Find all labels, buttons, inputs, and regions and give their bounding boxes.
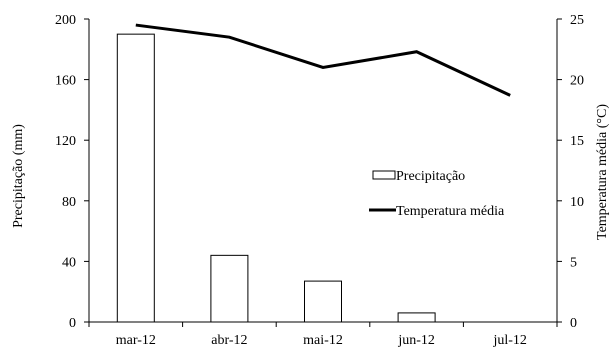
left-y-tick-label: 0: [69, 316, 76, 331]
temperature-line: [135, 23, 511, 97]
bars-layer: [116, 33, 436, 323]
left-y-tick-label: 120: [55, 134, 76, 149]
x-tick-label: mai-12: [303, 333, 343, 348]
precipitation-bar: [304, 280, 342, 323]
right-y-tick-label: 15: [570, 134, 584, 149]
x-tick-label: jun-12: [397, 333, 435, 348]
right-y-tick-label: 0: [570, 316, 577, 331]
right-y-tick-label: 10: [570, 195, 584, 210]
axes-layer: [88, 19, 558, 323]
left-y-tick-label: 160: [55, 74, 76, 89]
legend-temperature-label: Temperatura média: [396, 204, 505, 219]
left-y-tick-label: 40: [62, 255, 76, 270]
precipitation-bar: [116, 33, 155, 323]
legend-precipitation-label: Precipitação: [396, 169, 465, 184]
ticks-layer: 0 40 80 120 160 200 0 5 10 15 20 25 mar-12 abr-12 mai-…: [55, 13, 584, 348]
line-layer: [135, 23, 511, 97]
left-axis-title: Precipitação (mm): [11, 124, 26, 228]
left-y-tick-label: 80: [62, 195, 76, 210]
x-tick-label: mar-12: [116, 333, 156, 348]
right-y-tick-label: 5: [570, 255, 577, 270]
x-tick-label: jul-12: [492, 333, 526, 348]
precipitation-bar: [397, 312, 436, 323]
left-y-tick-label: 200: [55, 13, 76, 28]
right-axis-title: Temperatura média (°C): [595, 104, 610, 240]
legend: Precipitação Temperatura média: [369, 169, 505, 219]
x-tick-label: abr-12: [211, 333, 247, 348]
right-y-tick-label: 20: [570, 74, 584, 89]
right-y-tick-label: 25: [570, 13, 584, 28]
precipitation-bar: [210, 254, 249, 323]
legend-precipitation-swatch: [372, 170, 396, 180]
